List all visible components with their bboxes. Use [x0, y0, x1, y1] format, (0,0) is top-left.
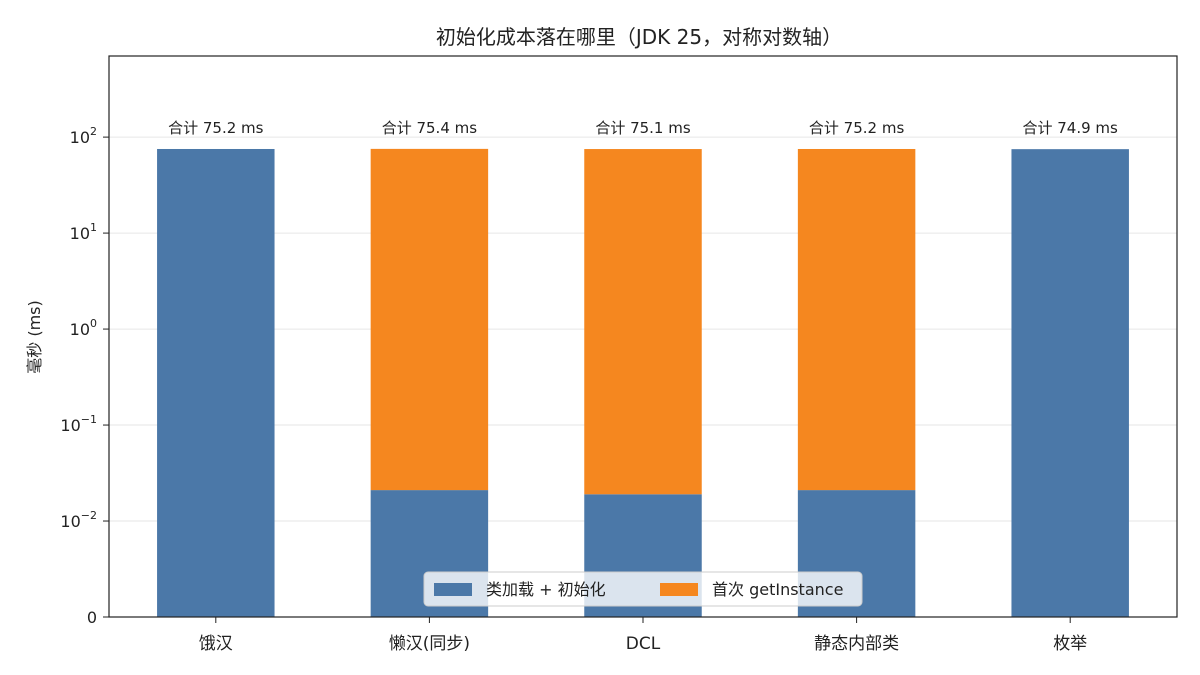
total-label: 合计 75.1 ms — [595, 119, 691, 137]
x-tick-label: 懒汉(同步) — [389, 634, 470, 654]
x-tick-label: 静态内部类 — [814, 634, 899, 654]
y-tick-base: 10 — [70, 128, 90, 147]
bar-segment — [584, 149, 702, 495]
chart-title: 初始化成本落在哪里（JDK 25，对称对数轴） — [436, 25, 842, 49]
y-tick-base: 10 — [70, 224, 90, 243]
y-tick-exponent: 2 — [90, 125, 97, 138]
y-tick-exponent: −1 — [81, 413, 97, 426]
bar-segment — [157, 148, 275, 618]
y-tick-label: 102 — [70, 125, 97, 147]
y-tick-label: 100 — [70, 317, 97, 339]
legend-swatch — [434, 583, 472, 596]
y-tick-base: 10 — [60, 416, 80, 435]
total-label: 合计 75.4 ms — [382, 119, 478, 137]
legend-label: 类加载 + 初始化 — [486, 580, 606, 599]
legend-label: 首次 getInstance — [712, 580, 843, 599]
y-tick-label: 10−1 — [60, 413, 97, 435]
bar-segment — [1011, 149, 1129, 618]
y-tick-label: 0 — [87, 608, 97, 627]
y-tick-base: 10 — [70, 320, 90, 339]
y-tick-exponent: −2 — [81, 509, 97, 522]
y-tick-label: 10−2 — [60, 509, 97, 531]
legend: 类加载 + 初始化 首次 getInstance — [423, 571, 863, 607]
x-tick-label: DCL — [626, 634, 661, 654]
total-label: 合计 74.9 ms — [1023, 119, 1119, 137]
x-axis: 饿汉 懒汉(同步) DCL 静态内部类 枚举 — [199, 617, 1087, 654]
total-label: 合计 75.2 ms — [809, 119, 905, 137]
x-tick-label: 饿汉 — [199, 634, 233, 654]
bar-segment — [797, 148, 916, 491]
legend-box — [423, 571, 863, 607]
y-tick-base: 10 — [60, 512, 80, 531]
y-tick-label: 101 — [70, 221, 97, 243]
total-label: 合计 75.2 ms — [168, 119, 264, 137]
bar-segment — [370, 148, 489, 491]
y-axis-label: 毫秒 (ms) — [25, 300, 44, 374]
y-tick-base: 0 — [87, 608, 97, 627]
x-tick-label: 枚举 — [1053, 634, 1087, 654]
y-tick-exponent: 1 — [90, 221, 97, 234]
legend-swatch — [660, 583, 698, 596]
total-labels: 合计 75.2 ms 合计 75.4 ms 合计 75.1 ms 合计 75.2 ms… — [168, 119, 1118, 137]
plot-frame — [108, 55, 1178, 618]
y-tick-exponent: 0 — [90, 317, 97, 330]
